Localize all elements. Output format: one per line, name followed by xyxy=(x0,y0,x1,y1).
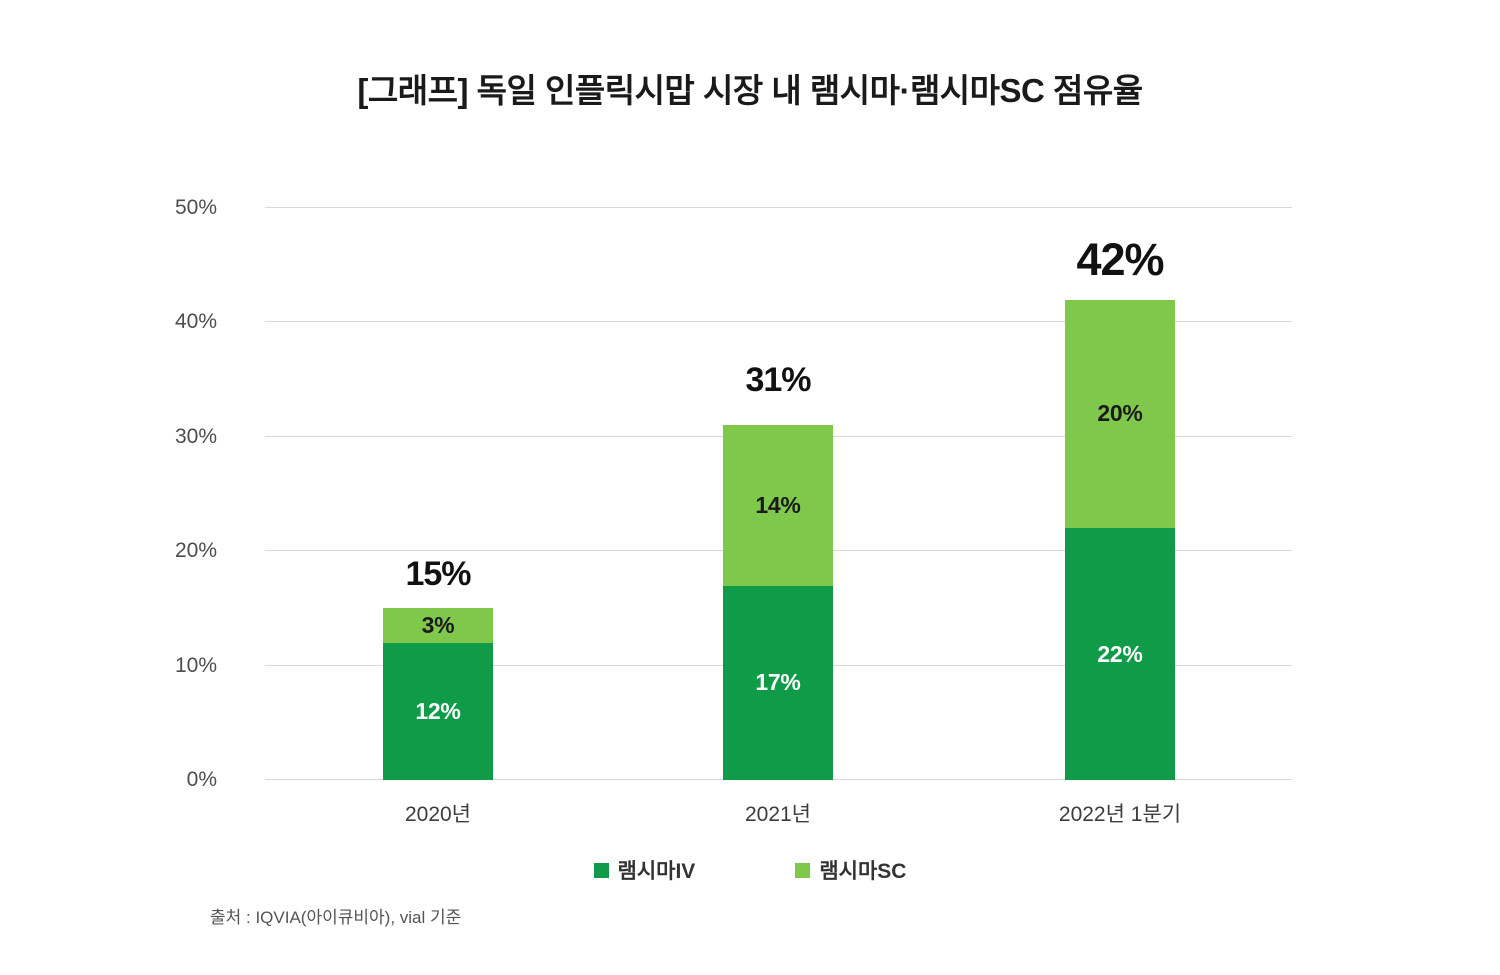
bar-segment-iv-2021[interactable]: 17% xyxy=(723,585,833,780)
bar-segment-iv-2022q1[interactable]: 22% xyxy=(1065,528,1175,780)
bar-segment-sc-2022q1[interactable]: 20% xyxy=(1065,299,1175,529)
y-axis-tick-0: 0% xyxy=(186,768,217,791)
plot-area: 12% 3% 15% 17% 14% 31% 22% 20% 42% xyxy=(265,207,1292,780)
bar-group-2020[interactable]: 12% 3% 15% xyxy=(383,555,493,780)
chart-legend: 램시마IV 램시마SC xyxy=(0,855,1500,885)
bar-label-sc-2020: 3% xyxy=(421,612,455,639)
legend-label-ramsima-sc: 램시마SC xyxy=(819,860,907,883)
y-axis-tick-10: 10% xyxy=(174,653,217,677)
y-axis-tick-40: 40% xyxy=(174,310,217,334)
y-axis-tick-50: 50% xyxy=(174,196,217,219)
x-axis-tick-2020: 2020년 xyxy=(404,803,472,826)
legend-swatch-icon-ramsima-iv xyxy=(593,862,609,878)
bar-label-iv-2022q1: 22% xyxy=(1097,640,1143,667)
bar-segment-iv-2020[interactable]: 12% xyxy=(383,642,493,780)
bar-label-sc-2022q1: 20% xyxy=(1097,400,1143,427)
bar-segment-sc-2020[interactable]: 3% xyxy=(383,608,493,643)
source-note: 출처 : IQVIA(아이큐비아), vial 기준 xyxy=(210,908,462,927)
legend-label-ramsima-iv: 램시마IV xyxy=(617,860,696,883)
legend-item-ramsima-sc[interactable]: 램시마SC xyxy=(795,855,906,885)
legend-swatch-icon-ramsima-sc xyxy=(795,862,811,878)
bar-label-iv-2020: 12% xyxy=(415,697,461,724)
bar-group-2021[interactable]: 17% 14% 31% xyxy=(723,361,833,780)
y-axis-tick-30: 30% xyxy=(174,424,217,448)
gridline-40 xyxy=(265,321,1292,323)
bar-label-sc-2021: 14% xyxy=(755,491,801,518)
x-axis-tick-2022q1: 2022년 1분기 xyxy=(1058,803,1182,826)
page-title: [그래프] 독일 인플릭시맙 시장 내 램시마·램시마SC 점유율 xyxy=(357,72,1143,109)
gridline-50 xyxy=(265,207,1292,208)
legend-item-ramsima-iv[interactable]: 램시마IV xyxy=(593,855,696,885)
x-axis-tick-2021: 2021년 xyxy=(744,803,812,826)
bar-total-label-2020: 15% xyxy=(405,555,471,593)
bar-group-2022q1[interactable]: 22% 20% 42% xyxy=(1065,234,1175,780)
bar-label-iv-2021: 17% xyxy=(755,669,801,696)
bar-segment-sc-2021[interactable]: 14% xyxy=(723,425,833,586)
bar-total-label-2021: 31% xyxy=(745,361,811,399)
y-axis-tick-20: 20% xyxy=(174,539,217,563)
bar-total-label-2022q1: 42% xyxy=(1076,234,1164,285)
